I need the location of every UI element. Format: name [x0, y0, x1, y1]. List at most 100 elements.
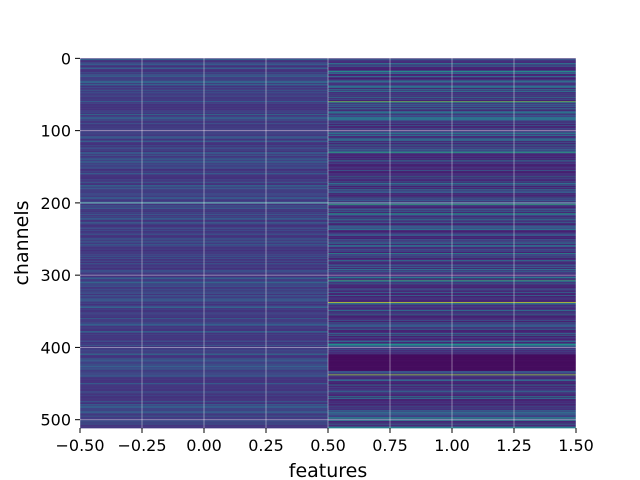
heatmap-cell: [80, 80, 328, 82]
heatmap-cell: [328, 330, 576, 332]
heatmap-cell: [80, 235, 328, 237]
heatmap-cell: [80, 186, 328, 188]
heatmap-cell: [328, 91, 576, 93]
heatmap-cell: [80, 245, 328, 247]
heatmap-cell: [328, 169, 576, 171]
heatmap-cell: [80, 227, 328, 229]
heatmap-cell: [328, 258, 576, 260]
heatmap-cell: [80, 117, 328, 120]
heatmap-cell: [80, 425, 328, 427]
heatmap-cell: [80, 266, 328, 268]
heatmap-cell: [328, 203, 576, 205]
heatmap-cell: [80, 115, 328, 117]
heatmap-cell: [328, 88, 576, 90]
heatmap-cell: [80, 257, 328, 259]
heatmap-cell: [328, 339, 576, 341]
heatmap-cell: [80, 101, 328, 103]
heatmap-cell: [80, 394, 328, 396]
heatmap-cell: [80, 135, 328, 137]
heatmap-cell: [80, 414, 328, 417]
heatmap-cell: [80, 362, 328, 364]
heatmap-cell: [328, 58, 576, 60]
heatmap-cell: [328, 122, 576, 124]
heatmap-cell: [80, 323, 328, 326]
heatmap-cell: [328, 319, 576, 321]
heatmap-cell: [328, 268, 576, 270]
heatmap-cell: [80, 313, 328, 315]
heatmap-cell: [80, 319, 328, 321]
heatmap-cell: [328, 413, 576, 415]
heatmap-cell: [328, 426, 576, 428]
heatmap-cell: [80, 219, 328, 221]
heatmap-cell: [328, 142, 576, 144]
heatmap-cell: [80, 272, 328, 274]
heatmap-cell: [80, 387, 328, 389]
heatmap-cell: [80, 86, 328, 88]
heatmap-cell: [328, 353, 576, 355]
heatmap-cell: [328, 185, 576, 187]
heatmap-cell: [328, 363, 576, 365]
heatmap-cell: [328, 177, 576, 180]
x-tick-label: −0.25: [117, 436, 166, 455]
heatmap-cell: [328, 288, 576, 290]
heatmap-cell: [80, 153, 328, 155]
heatmap-cell: [328, 139, 576, 141]
heatmap-cell: [80, 94, 328, 96]
heatmap-cell: [328, 229, 576, 232]
heatmap-cell: [328, 160, 576, 162]
heatmap-cell: [80, 280, 328, 282]
heatmap-cell: [80, 344, 328, 346]
heatmap-cell: [80, 270, 328, 272]
heatmap-cell: [80, 133, 328, 135]
heatmap-cell: [328, 379, 576, 381]
heatmap-cell: [328, 217, 576, 219]
heatmap-cell: [328, 167, 576, 169]
heatmap-cell: [80, 409, 328, 411]
heatmap-cell: [80, 252, 328, 254]
heatmap-cell: [328, 78, 576, 81]
heatmap-cell: [328, 399, 576, 401]
heatmap-cell: [328, 344, 576, 346]
heatmap-cell: [80, 139, 328, 141]
heatmap-cell: [328, 394, 576, 396]
heatmap-cell: [328, 116, 576, 118]
y-axis-label: channels: [11, 200, 33, 285]
heatmap-cell: [80, 349, 328, 351]
heatmap-cell: [80, 389, 328, 391]
heatmap-cell: [80, 362, 328, 365]
heatmap-cell: [328, 350, 576, 352]
heatmap-cell: [80, 69, 328, 71]
heatmap-cell: [80, 373, 328, 375]
heatmap-cell: [328, 256, 576, 258]
heatmap-cell: [80, 160, 328, 162]
heatmap-cell: [328, 80, 576, 82]
heatmap-cell: [328, 240, 576, 242]
heatmap-cell: [80, 258, 328, 260]
heatmap-cell: [80, 76, 328, 78]
heatmap-cell: [80, 97, 328, 99]
heatmap-cell: [80, 318, 328, 320]
heatmap-cell: [328, 186, 576, 188]
heatmap-cell: [328, 297, 576, 299]
heatmap-cell: [80, 157, 328, 159]
heatmap-cell: [80, 322, 328, 324]
heatmap-cell: [80, 412, 328, 414]
heatmap-cell: [328, 309, 576, 311]
heatmap-cell: [328, 407, 576, 409]
heatmap-cell: [80, 427, 328, 429]
heatmap-cell: [80, 111, 328, 113]
heatmap-cell: [328, 257, 576, 259]
heatmap-cell: [80, 305, 328, 307]
heatmap-cell: [328, 101, 576, 103]
heatmap-cell: [328, 118, 576, 120]
y-tick-label: 100: [40, 122, 71, 141]
heatmap-cell: [80, 190, 328, 192]
heatmap-cell: [328, 305, 576, 307]
heatmap-cell: [80, 102, 328, 104]
heatmap-cell: [328, 278, 576, 280]
heatmap-cell: [80, 171, 328, 173]
heatmap-cell: [80, 341, 328, 343]
heatmap-cell: [328, 326, 576, 328]
heatmap-cell: [80, 234, 328, 236]
